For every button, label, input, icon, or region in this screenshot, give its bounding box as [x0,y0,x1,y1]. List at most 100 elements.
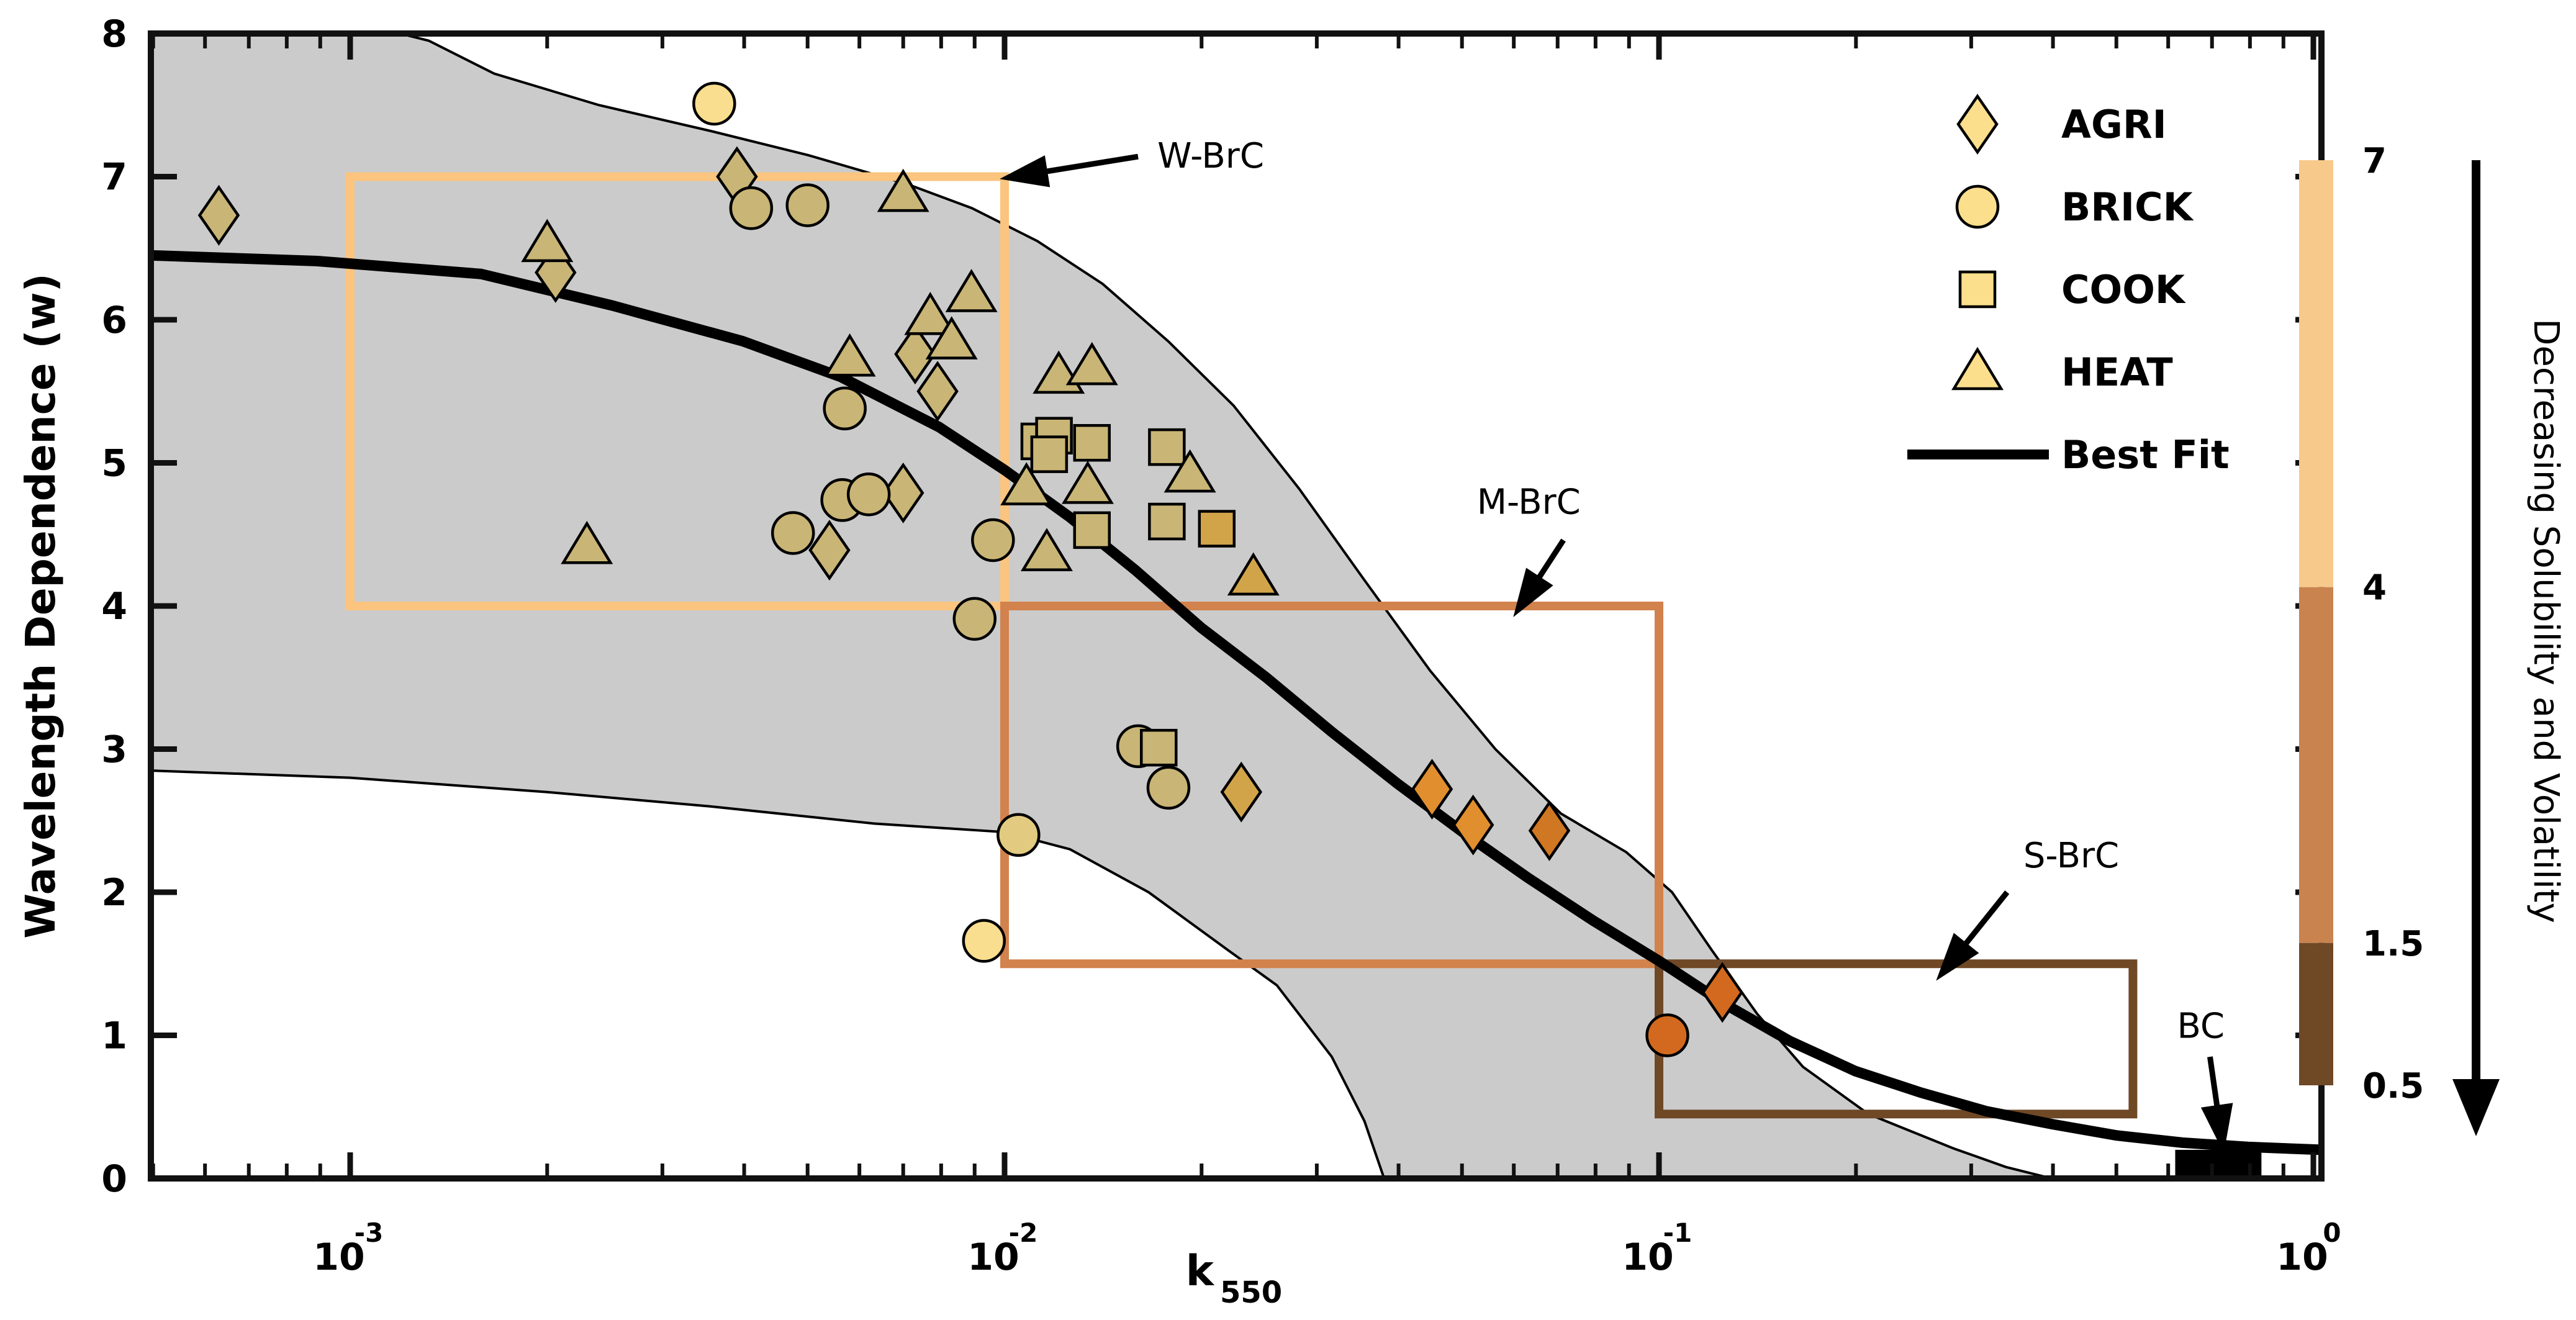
upper-envelope-line [395,34,2052,1178]
point-agri [1411,759,1453,820]
point-cook [1139,728,1178,767]
x-tick-label: 100 [2276,1218,2341,1279]
legend-label-best fit: Best Fit [2061,432,2230,477]
annotation-label-s-brc: S-BrC [2023,836,2119,876]
legend-label-cook: COOK [2061,267,2186,312]
colorbar-tick-label: 0.5 [2362,1066,2424,1106]
point-heat [823,333,876,377]
point-heat [561,520,613,564]
y-label-text: Wavelength Dependence (w) [17,273,65,939]
x-tick-exp: 0 [2323,1218,2341,1248]
point-brick [692,81,736,126]
colorbar-segment [2299,587,2333,943]
x-tick-base: 10 [967,1236,1019,1279]
annotation-m-brc: M-BrC [1477,482,1581,618]
legend-marker-agri [1956,94,1999,155]
point-heat [1000,462,1053,505]
point-heat [1164,449,1216,493]
y-tick-label: 7 [101,156,127,199]
legend-label-agri: AGRI [2061,102,2167,147]
legend-marker-brick [1955,184,2000,229]
colorbar-tick-label: 7 [2362,141,2387,181]
point-heat [521,219,574,263]
y-tick-label: 8 [101,12,127,56]
point-agri [1528,800,1571,861]
point-brick [1146,766,1191,810]
point-brick [771,511,815,555]
point-heat [1065,341,1118,386]
y-tick-label: 4 [101,585,127,628]
annotation-bc: BC [2177,1006,2233,1154]
y-tick-label: 2 [101,871,127,915]
x-tick-label: 10-3 [313,1218,383,1279]
colorbar-tick-label: 4 [2362,568,2387,608]
series-brick [692,81,1689,1057]
class-box-w-brc [346,172,1009,610]
legend-marker-cook [1958,270,1997,309]
point-brick [1645,1013,1689,1057]
point-cook [1030,435,1069,473]
y-tick-label: 0 [101,1157,127,1201]
y-axis-label: Wavelength Dependence (w) [17,273,65,939]
point-brick [971,518,1015,563]
annotation-label-w-brc: W-BrC [1157,136,1264,176]
point-agri [894,323,936,385]
point-brick [952,597,997,641]
decreasing-arrow-head [2452,1079,2500,1136]
point-agri [197,184,240,246]
colorbar-caption: Decreasing Solubility and Volatility [2526,319,2566,923]
point-heat [1020,528,1073,571]
annotation-label-bc: BC [2177,1006,2225,1046]
colorbar-tick-label: 1.5 [2362,924,2424,964]
point-heat [1227,552,1280,596]
point-cook [1148,428,1186,466]
annotation-label-m-brc: M-BrC [1477,482,1581,523]
annotation-w-brc: W-BrC [999,136,1264,188]
y-tick-label: 5 [101,442,127,486]
point-heat [877,168,929,212]
point-agri [1701,962,1743,1023]
annotation-arrow-bc-head [2200,1103,2233,1154]
point-agri [1220,761,1262,823]
colorbar-segment [2299,160,2333,587]
point-brick [785,183,829,227]
point-cook [1073,423,1111,462]
colorbar-caption-text: Decreasing Solubility and Volatility [2526,319,2566,923]
point-heat [925,316,978,359]
x-tick-base: 10 [313,1236,365,1279]
point-agri [882,462,924,523]
series-cook [1020,417,1236,767]
point-brick [997,813,1041,857]
legend-label-brick: BRICK [2061,184,2194,230]
x-tick-base: 10 [2276,1236,2328,1279]
annotation-arrow-m-brc-head [1513,567,1553,618]
point-cook [1198,510,1236,548]
lower-envelope-line [151,769,1386,1178]
point-agri [1452,794,1494,856]
legend-label-heat: HEAT [2061,350,2173,395]
legend: AGRI BRICK COOK HEAT Best Fit [1907,94,2230,477]
point-cook [1073,511,1111,549]
x-label-base: k [1186,1247,1215,1296]
colorbar: 7 4 1.5 0.5 Decreasing Solubility and Volati… [2299,141,2566,1136]
x-tick-base: 10 [1622,1236,1674,1279]
x-axis-label: k 550 [1186,1247,1282,1310]
legend-marker-heat [1951,346,2004,391]
series-heat [521,168,1280,596]
annotation-s-brc: S-BrC [1936,836,2119,981]
x-tick-label: 10-2 [967,1218,1037,1279]
point-heat [945,269,998,312]
annotation-arrow-s-brc-head [1936,933,1979,981]
point-heat [904,292,957,335]
point-cook [1148,502,1186,541]
plot-area [151,34,2321,1178]
y-tick-label: 6 [101,299,127,342]
x-tick-exp: -2 [1009,1218,1038,1248]
bc-bar [2175,1149,2262,1176]
colorbar-segment [2299,943,2333,1085]
point-heat [1061,461,1114,504]
class-box-m-brc [1000,602,1663,969]
point-brick [823,386,867,431]
